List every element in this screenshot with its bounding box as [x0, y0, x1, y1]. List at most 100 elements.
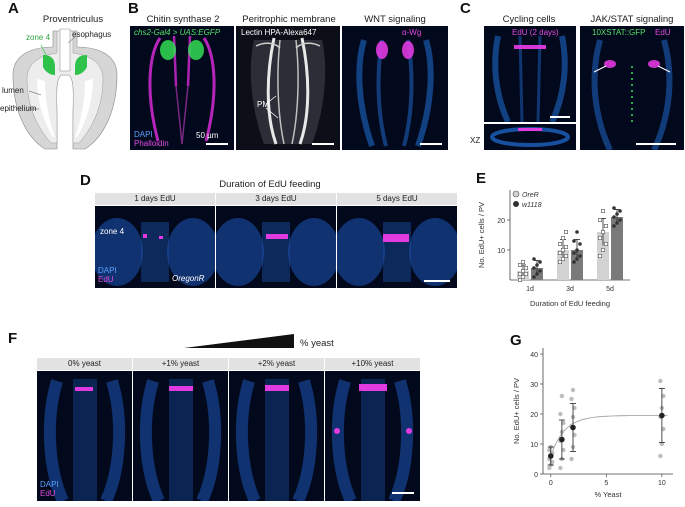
panel-label-b: B [128, 0, 139, 17]
e-point [575, 230, 579, 234]
zone4-label-d: zone 4 [100, 227, 125, 236]
e-point [532, 275, 536, 279]
e-point [517, 263, 522, 268]
e-point [575, 248, 579, 252]
g-point [558, 411, 563, 417]
e-ytick-label: 10 [497, 248, 505, 255]
panel-b-title-2: Peritrophic membrane [242, 14, 336, 25]
g-x-label: % Yeast [594, 490, 622, 499]
lectin-label: Lectin HPA-Alexa647 [241, 28, 317, 37]
g-point [661, 393, 666, 399]
yeast-10-image [325, 371, 420, 501]
pm-label: PM [257, 100, 269, 109]
edu-cycling-label: EdU (2 days) [512, 28, 559, 37]
g-point [569, 456, 574, 462]
e-point [561, 248, 566, 253]
g-xtick-label: 5 [604, 480, 608, 487]
stat-image [580, 26, 684, 150]
e-point [532, 266, 536, 270]
scale-bar-c1 [550, 116, 570, 118]
stat-gfp-label: 10XSTAT::GFP [592, 28, 646, 37]
e-point [564, 254, 569, 259]
g-point [558, 465, 563, 471]
edu-3d-image [216, 206, 336, 288]
g-mean [559, 436, 565, 443]
e-legend-w1118: w1118 [522, 202, 542, 209]
g-mean [659, 412, 665, 419]
lectin-image [236, 26, 340, 150]
e-point [532, 257, 536, 261]
g-ytick-label: 10 [530, 442, 538, 449]
edu-5d-image [337, 206, 457, 288]
panel-label-c: C [460, 0, 471, 17]
g-point [572, 405, 577, 411]
edu-cycling-image [484, 26, 576, 122]
zone4-label: zone 4 [26, 33, 51, 42]
scale-bar-b3 [420, 143, 442, 145]
dapi-label-b: DAPI [134, 130, 153, 139]
e-point [538, 260, 542, 264]
e-point [598, 217, 603, 222]
g-mean [547, 453, 554, 459]
panel-label-g: G [510, 332, 522, 349]
yeast-0-image [37, 371, 132, 501]
e-point [612, 215, 616, 219]
lumen-label: lumen [2, 86, 24, 95]
g-ytick-label: 30 [530, 382, 538, 389]
g-point [570, 387, 576, 393]
e-point [535, 263, 539, 267]
e-point [564, 245, 569, 250]
esophagus-label: esophagus [72, 30, 112, 39]
e-legend-oreR: OreR [522, 192, 539, 199]
strain-label: OregonR [172, 274, 205, 283]
g-ytick-label: 0 [534, 472, 538, 479]
e-point [558, 260, 563, 265]
e-point [572, 239, 576, 243]
g-fit-curve [550, 415, 668, 457]
g-xtick-label: 10 [658, 480, 666, 487]
chart-e: 10 20 No. EdU+ cells / PV Duration of EdU f… [477, 190, 630, 308]
xz-label: XZ [470, 136, 481, 145]
e-point [578, 242, 582, 246]
wg-label: α-Wg [402, 28, 422, 37]
e-ytick-label: 20 [497, 218, 505, 225]
scale-bar-c2 [636, 143, 676, 145]
edu-label-f: EdU [40, 489, 56, 498]
g-ytick-label: 40 [530, 352, 538, 359]
e-point [575, 257, 579, 261]
f-caption-3: +2% yeast [229, 358, 324, 370]
g-xtick-label: 0 [549, 480, 553, 487]
g-point [658, 378, 663, 384]
chs2-image [130, 26, 234, 150]
e-point [517, 272, 522, 277]
e-point [601, 248, 606, 253]
e-point [615, 212, 619, 216]
panel-c-title-1: Cycling cells [502, 14, 556, 25]
e-bar [611, 217, 623, 280]
g-point [569, 396, 574, 402]
e-point [561, 235, 566, 240]
proventriculus-diagram [12, 28, 118, 150]
d-caption-2: 3 days EdU [216, 193, 336, 205]
e-legend-w1118-marker [513, 201, 519, 207]
dapi-label-d: DAPI [98, 266, 117, 275]
scale-label-b: 50 µm [196, 131, 219, 140]
e-point [612, 206, 616, 210]
e-point [598, 254, 603, 259]
e-point [604, 242, 609, 247]
e-point [520, 269, 525, 274]
e-point [612, 224, 616, 228]
e-point [558, 251, 563, 256]
d-caption-1: 1 days EdU [95, 193, 215, 205]
e-point [558, 242, 563, 247]
e-point [601, 229, 606, 234]
panel-c-title-2: JAK/STAT signaling [590, 14, 674, 25]
e-y-label: No. EdU+ cells / PV [477, 202, 486, 268]
e-point [561, 257, 566, 262]
e-x-label: Duration of EdU feeding [530, 299, 610, 308]
panel-f-title: % yeast [300, 338, 334, 349]
panel-a-title: Proventriculus [42, 14, 104, 25]
g-point [559, 393, 565, 399]
e-point [598, 235, 603, 240]
yeast-2-image [229, 371, 324, 501]
